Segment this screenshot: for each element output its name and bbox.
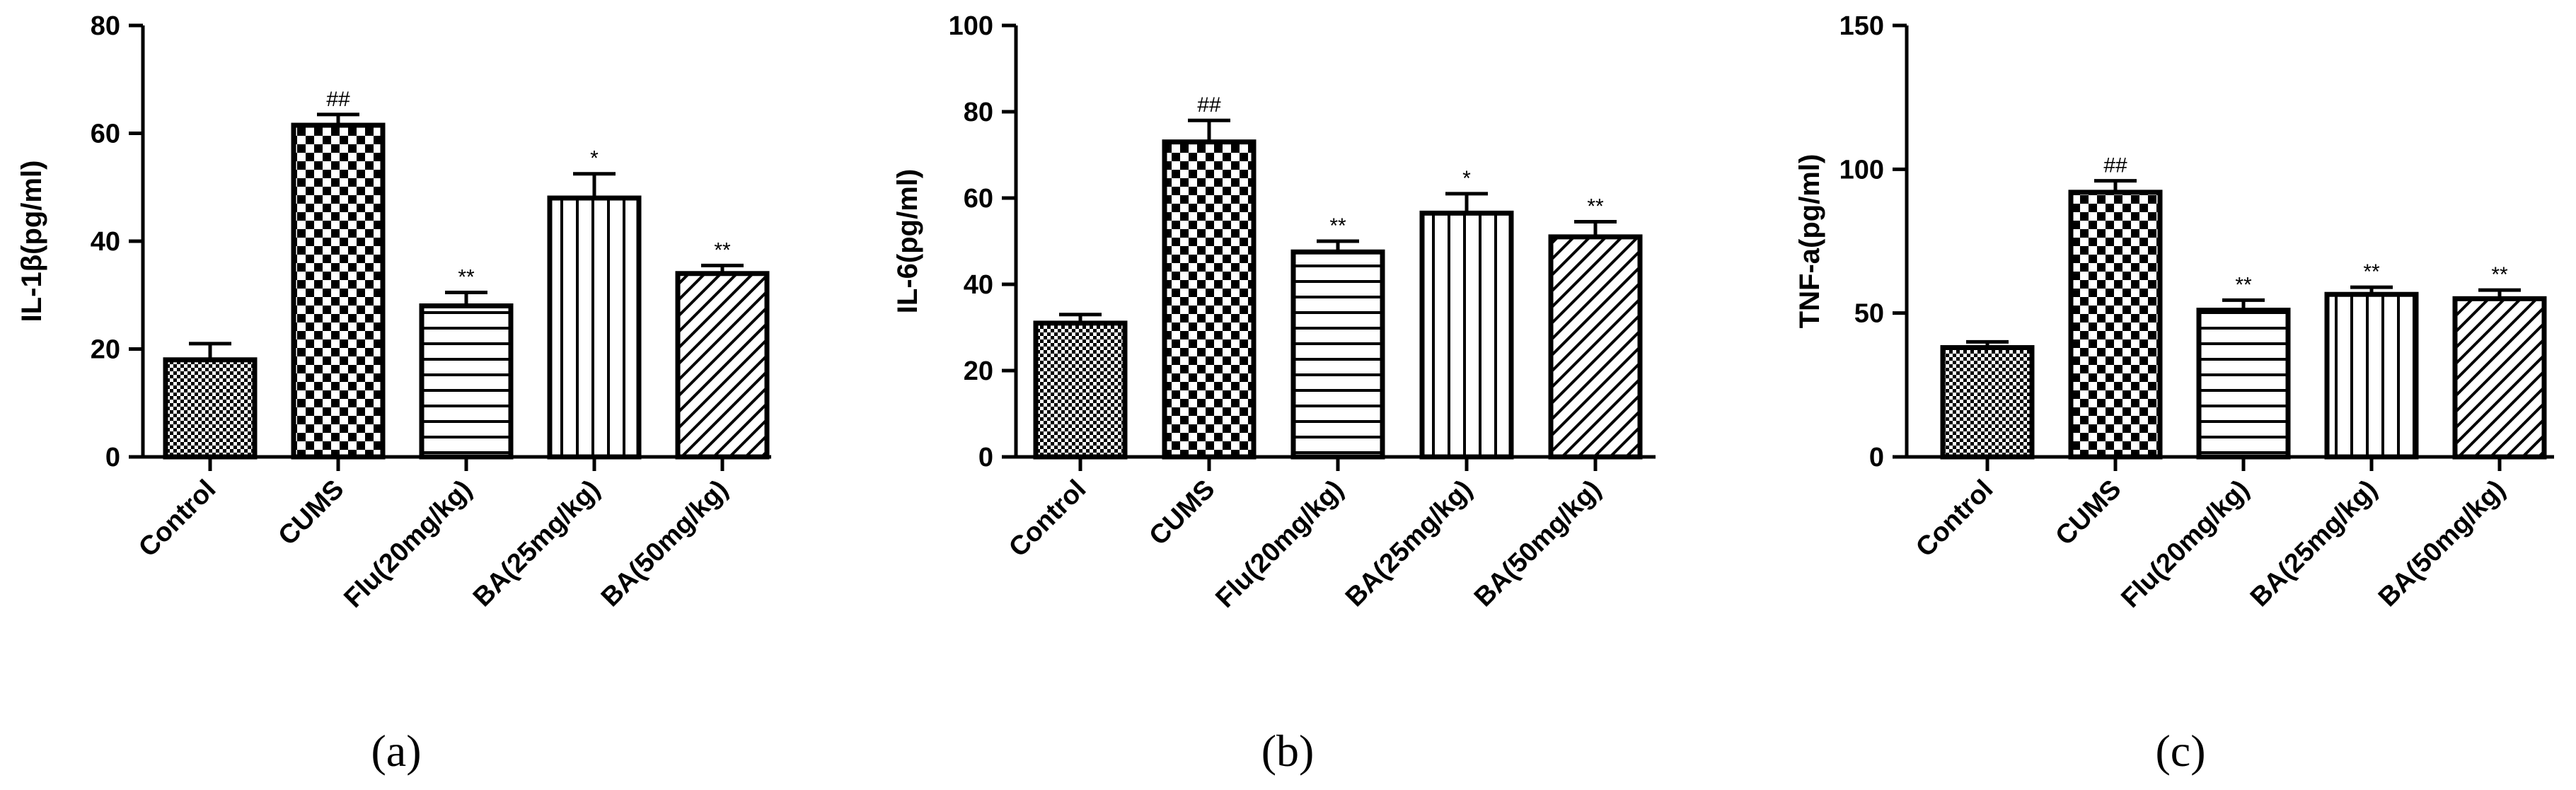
y-tick-label: 0 [978, 443, 993, 472]
y-axis-title: IL-1β(pg/ml) [16, 161, 47, 323]
significance-marker: ** [1587, 195, 1604, 219]
y-tick-label: 0 [1869, 443, 1884, 472]
bar-ba-50mg-kg [675, 271, 770, 460]
y-tick-label: 100 [1839, 155, 1884, 185]
significance-marker: ** [714, 238, 731, 262]
significance-marker: * [1462, 167, 1471, 190]
x-tick-label: CUMS [2050, 475, 2127, 552]
bar-ba-50mg-kg [2452, 296, 2547, 460]
significance-marker: ** [2363, 260, 2380, 284]
y-tick-label: 60 [964, 184, 993, 214]
x-tick-label: BA(25mg/kg) [2245, 475, 2383, 612]
significance-marker: ## [1197, 93, 1221, 117]
bar-control [1033, 320, 1128, 460]
bar-ba-25mg-kg [547, 195, 642, 460]
x-tick-label: Flu(20mg/kg) [2115, 475, 2255, 614]
bar-ba-25mg-kg [2324, 291, 2419, 460]
y-tick-label: 80 [964, 98, 993, 127]
y-axis-title: TNF-a(pg/ml) [1794, 154, 1825, 329]
bar-cums [2068, 190, 2163, 460]
x-tick-label: BA(25mg/kg) [468, 475, 606, 612]
bar-ba-50mg-kg [1548, 234, 1643, 460]
significance-marker: ** [2235, 273, 2252, 296]
y-tick-label: 20 [91, 335, 120, 365]
x-tick-label: BA(25mg/kg) [1340, 475, 1478, 612]
chart-panel-2: 0 20 40 60 80 100 IL-6(pg/ml) Control ## CUMS ** Fl… [892, 11, 1656, 776]
significance-marker: * [590, 147, 599, 170]
panel-label: (c) [2155, 726, 2205, 776]
y-tick-label: 50 [1854, 299, 1884, 329]
panel-label: (a) [371, 726, 421, 776]
panel-label: (b) [1261, 726, 1315, 776]
bar-flu-20mg-kg [2196, 308, 2291, 460]
y-tick-label: 0 [105, 443, 120, 472]
significance-marker: ## [2103, 154, 2127, 178]
x-tick-label: Control [1003, 475, 1092, 563]
bar-control [163, 357, 258, 460]
y-tick-label: 150 [1839, 11, 1884, 41]
significance-marker: ## [326, 88, 350, 111]
bar-control [1940, 344, 2035, 460]
bar-cums [1162, 139, 1257, 460]
chart-panel-1: 0 20 40 60 80 IL-1β(pg/ml) Control ## CUMS ** Flu(… [16, 11, 771, 776]
bar-flu-20mg-kg [419, 303, 514, 460]
x-tick-label: Flu(20mg/kg) [1210, 475, 1349, 614]
bar-flu-20mg-kg [1290, 249, 1385, 460]
y-tick-label: 40 [91, 227, 120, 257]
x-tick-label: Control [133, 475, 221, 563]
x-tick-label: BA(50mg/kg) [1469, 475, 1607, 612]
x-tick-label: Control [1910, 475, 1999, 563]
y-tick-label: 20 [964, 356, 993, 386]
bar-ba-25mg-kg [1419, 210, 1514, 460]
bar-cums [291, 122, 386, 460]
y-tick-label: 80 [91, 11, 120, 41]
significance-marker: ** [1329, 214, 1346, 238]
x-tick-label: BA(50mg/kg) [596, 475, 734, 612]
x-tick-label: Flu(20mg/kg) [338, 475, 478, 614]
y-tick-label: 40 [964, 270, 993, 300]
y-tick-label: 100 [949, 11, 993, 41]
x-tick-label: BA(50mg/kg) [2373, 475, 2511, 612]
x-tick-label: CUMS [273, 475, 350, 552]
y-axis-title: IL-6(pg/ml) [892, 169, 923, 313]
chart-panel-3: 0 50 100 150 TNF-a(pg/ml) Control ## CUMS ** Flu(… [1794, 11, 2554, 776]
y-tick-label: 60 [91, 120, 120, 149]
x-tick-label: CUMS [1144, 475, 1221, 552]
significance-marker: ** [2491, 263, 2508, 286]
significance-marker: ** [458, 265, 475, 289]
